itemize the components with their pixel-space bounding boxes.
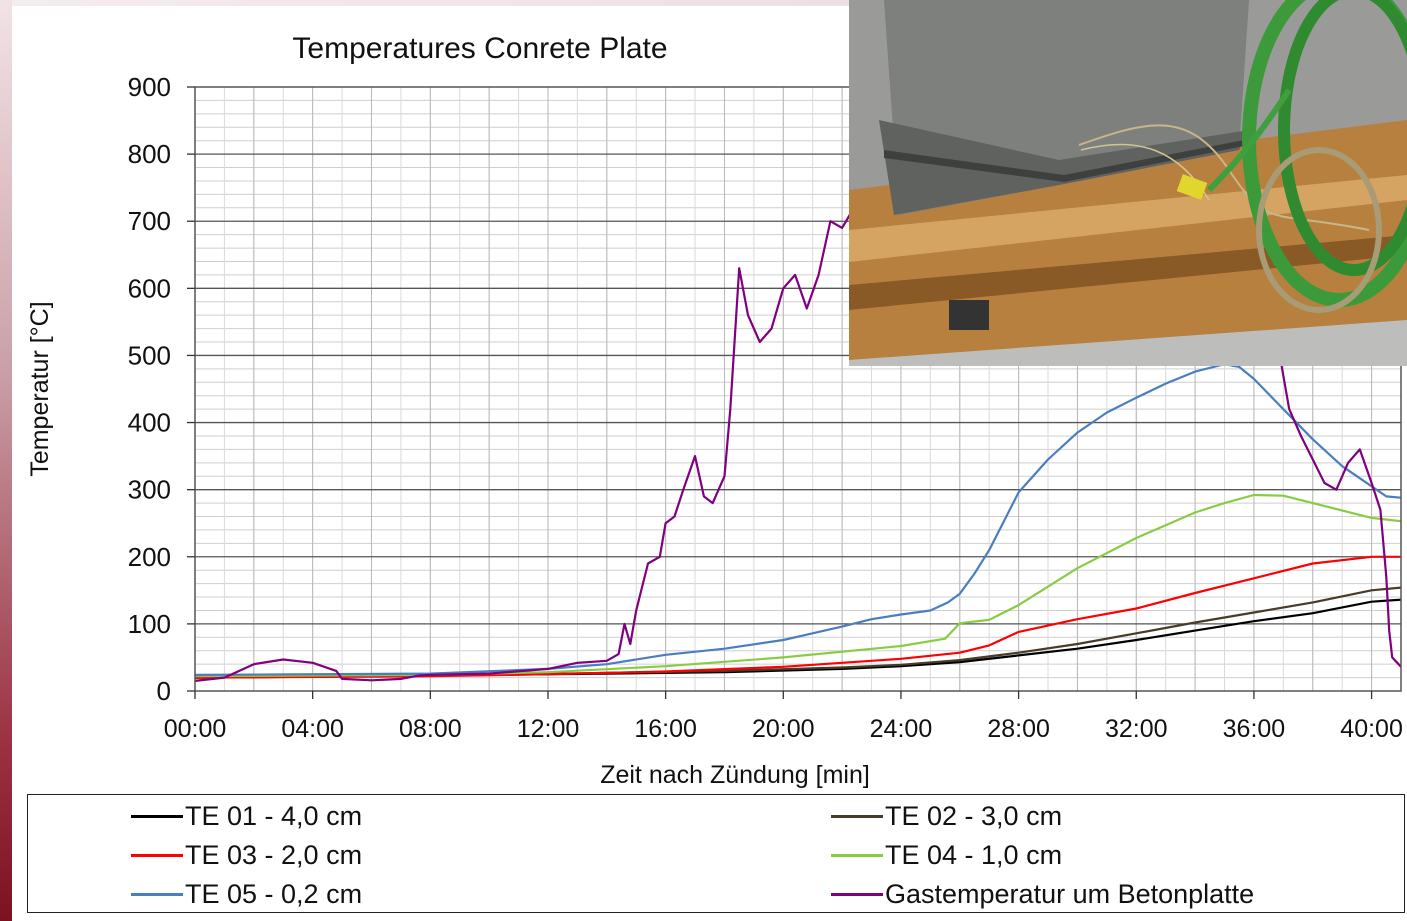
legend-item: TE 05 - 0,2 cm [131,877,362,911]
concrete-plate-photo [849,0,1407,366]
x-tick-label: 32:00 [1105,715,1168,743]
legend-swatch [831,814,883,818]
x-tick-label: 28:00 [987,715,1050,743]
y-tick-label: 200 [128,542,171,572]
legend-label: TE 03 - 2,0 cm [185,839,363,870]
y-axis-label: Temperatur [°C] [26,301,54,476]
x-axis-ticks: 00:00 04:00 08:00 12:00 16:00 20:00 24:00 28:00… [164,691,1403,743]
y-tick-label: 800 [128,139,171,169]
series-line [194,363,1402,676]
legend-label: TE 01 - 4,0 cm [185,800,363,831]
y-axis-ticks: 0 100 200 300 400 500 600 700 800 900 [128,72,195,706]
chart-legend: TE 01 - 4,0 cm TE 02 - 3,0 cm TE 03 - 2,… [27,794,1405,913]
x-tick-label: 00:00 [164,715,227,743]
legend-item: TE 04 - 1,0 cm [831,838,1062,872]
y-tick-label: 700 [128,206,171,236]
legend-item: TE 03 - 2,0 cm [131,838,362,872]
y-tick-label: 500 [128,340,171,370]
legend-label: Gastemperatur um Betonplatte [885,878,1255,909]
x-tick-label: 08:00 [399,715,462,743]
concrete-plate-photo-illustration [849,0,1407,366]
legend-swatch [131,853,183,857]
y-tick-label: 900 [128,72,171,102]
x-tick-label: 04:00 [281,715,344,743]
x-tick-label: 20:00 [752,715,815,743]
legend-label: TE 04 - 1,0 cm [885,839,1063,870]
legend-swatch [831,853,883,857]
x-tick-label: 24:00 [870,715,933,743]
y-tick-label: 100 [128,609,171,639]
series-layer [194,179,1402,682]
x-tick-label: 36:00 [1223,715,1286,743]
legend-swatch [131,892,183,896]
series-line [194,179,1402,682]
chart-title: Temperatures Conrete Plate [292,32,667,65]
legend-swatch [131,814,183,818]
window-frame-top [0,0,1407,6]
legend-label: TE 05 - 0,2 cm [185,878,363,909]
series-line [194,493,1402,678]
window-frame-left [0,0,12,921]
legend-swatch [831,892,883,896]
x-tick-label: 12:00 [517,715,580,743]
x-tick-label: 16:00 [634,715,697,743]
legend-item: Gastemperatur um Betonplatte [831,877,1254,911]
legend-item: TE 02 - 3,0 cm [831,799,1062,833]
y-tick-label: 300 [128,475,171,505]
legend-item: TE 01 - 4,0 cm [131,799,362,833]
y-tick-label: 600 [128,273,171,303]
legend-label: TE 02 - 3,0 cm [885,800,1063,831]
y-tick-label: 400 [128,408,171,438]
x-tick-label: 40:00 [1340,715,1403,743]
series-line [194,555,1401,679]
plot-area-border [194,86,1402,692]
y-tick-label: 0 [157,676,171,706]
x-axis-label: Zeit nach Zündung [min] [600,761,870,789]
